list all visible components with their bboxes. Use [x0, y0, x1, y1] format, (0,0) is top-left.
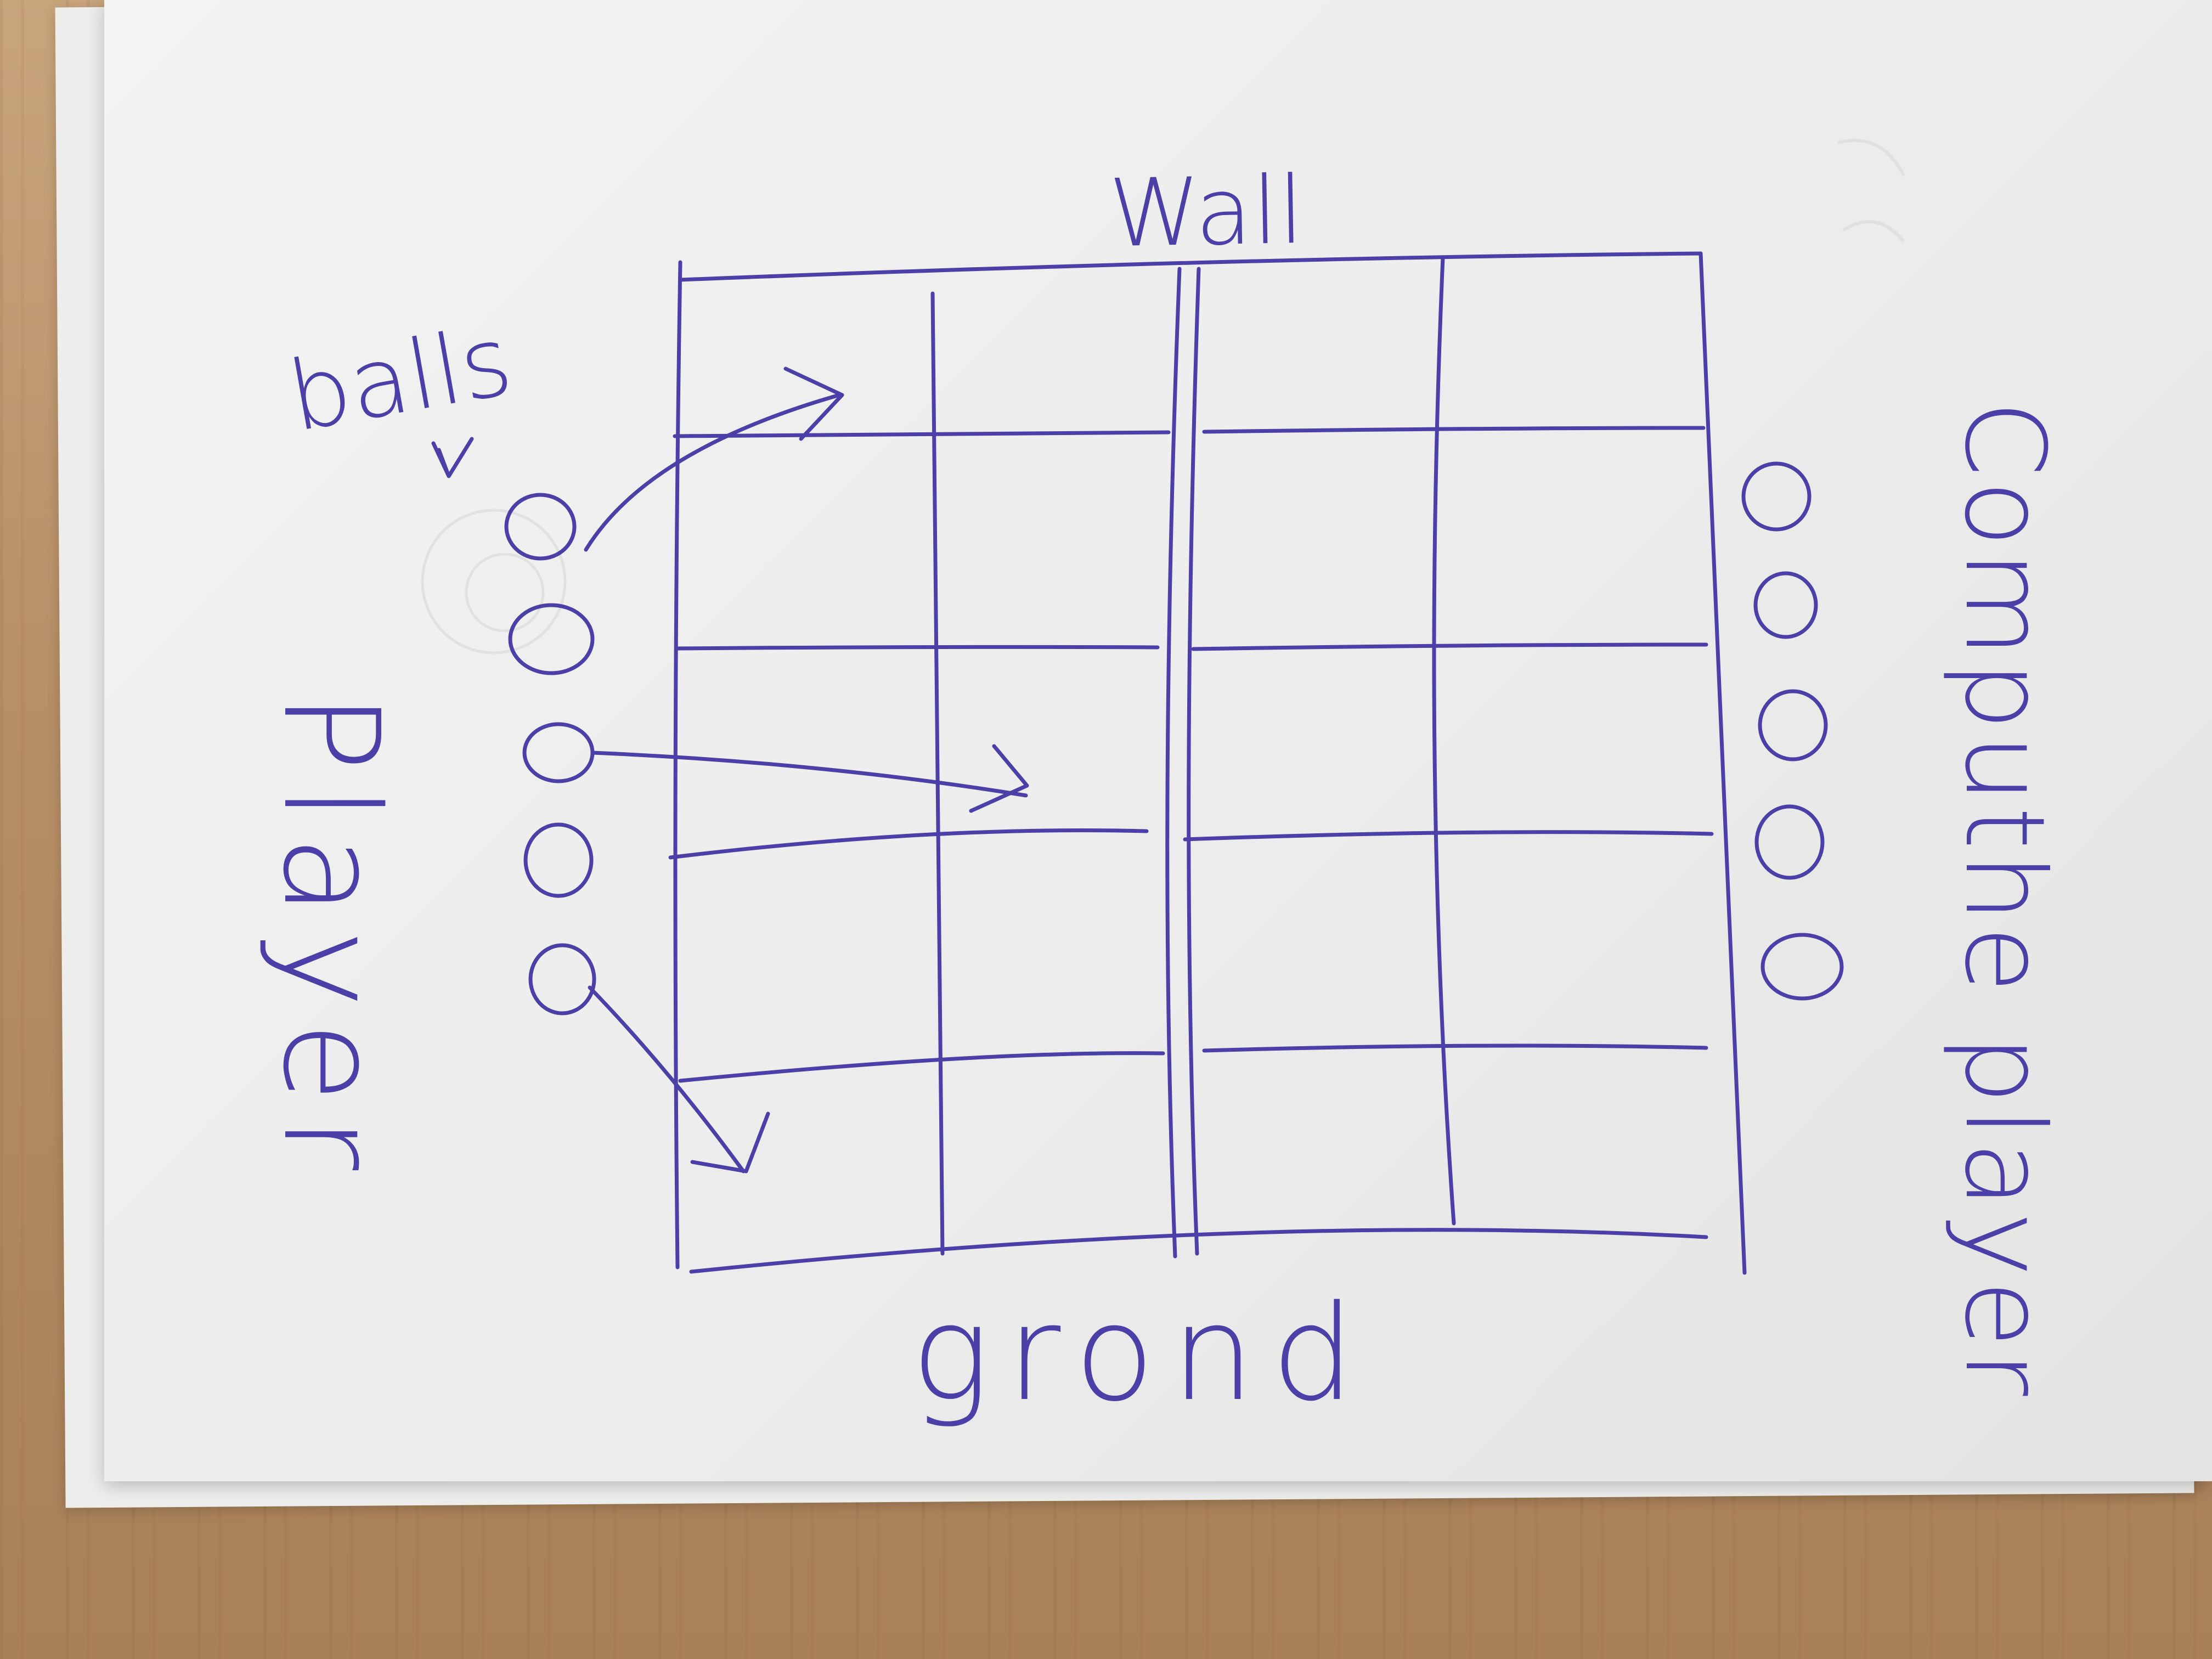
throw-arrow-upper [584, 393, 842, 552]
player-ball [528, 943, 596, 1015]
computer-ball [1753, 571, 1818, 639]
throw-arrows [584, 366, 1029, 1173]
grid-right-line [1699, 251, 1747, 1275]
grid-bottom-ground-line [689, 1228, 1708, 1274]
arrow-head-middle [969, 744, 1029, 813]
grid-center-divider-b [1187, 267, 1201, 1256]
player-label: Player [254, 692, 408, 1184]
throw-arrow-middle [590, 751, 1028, 798]
computer-ball [1758, 689, 1828, 761]
grid-top-wall-line [678, 251, 1703, 282]
player-ball [522, 722, 595, 783]
grid-row-divider-3 [668, 828, 1714, 860]
grid-row-divider-2 [675, 642, 1708, 651]
grid-left-line [673, 260, 682, 1269]
player-balls [504, 493, 596, 1015]
balls-label: balls [281, 305, 520, 454]
game-grid [668, 251, 1747, 1275]
player-ball [504, 493, 577, 561]
grid-row-divider-4 [678, 1043, 1708, 1083]
arrow-head-lower [690, 1111, 770, 1173]
grid-center-divider-a [1165, 267, 1182, 1259]
grid-column-divider-1 [930, 291, 945, 1256]
ground-label: grond [911, 1277, 1372, 1430]
wall-label: Wall [1108, 156, 1305, 268]
indentation-marks [421, 139, 1905, 654]
player-ball [523, 822, 594, 898]
computer-balls [1741, 461, 1844, 1001]
player-ball [508, 603, 595, 675]
computer-player-label: Computhe player [1940, 400, 2068, 1399]
computer-ball [1741, 461, 1812, 532]
balls-pointer-arrow [431, 437, 474, 478]
throw-arrow-lower [588, 985, 746, 1173]
computer-ball [1754, 804, 1825, 880]
computer-ball [1760, 933, 1844, 1001]
arrow-head-upper [783, 366, 844, 441]
grid-column-divider-3 [1432, 256, 1456, 1226]
grid-row-divider-1 [673, 426, 1706, 438]
